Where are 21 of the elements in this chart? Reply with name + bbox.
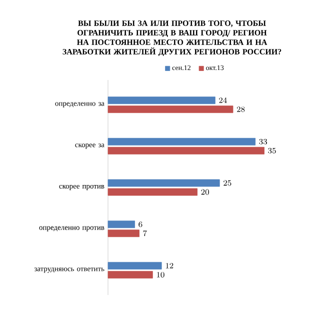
bar — [108, 179, 220, 187]
bar — [108, 96, 216, 104]
data-label: 33 — [259, 138, 267, 144]
bar — [108, 138, 256, 146]
bar — [108, 230, 140, 238]
data-label: 25 — [224, 180, 232, 186]
bar — [108, 262, 162, 270]
bar — [108, 106, 234, 114]
data-label: 7 — [143, 230, 147, 236]
data-label: 20 — [201, 189, 209, 195]
bar — [108, 270, 153, 278]
data-label: 10 — [156, 272, 164, 278]
data-label: 6 — [138, 222, 142, 228]
chart-title: ВЫ БЫЛИ БЫ ЗА ИЛИ ПРОТИВ ТОГО, ЧТОБЫ ОГРАНИЧИТЬ ПРИЕЗД В ВАШ ГОРОД/ РЕГИОН НА ПОСТОЯННОЕ МЕСТО ЖИТЕЛЬСТВА И НА ЗАРАБОТКИ ЖИТЕЛЕЙ ДРУГИХ РЕГИОНОВ РОССИИ? — [62, 20, 282, 56]
bar — [108, 188, 198, 196]
bar — [108, 146, 264, 154]
data-label: 24 — [219, 97, 227, 103]
data-label: 28 — [236, 106, 245, 112]
data-label: 12 — [166, 262, 174, 268]
bar — [108, 220, 135, 228]
data-label: 35 — [268, 148, 276, 154]
